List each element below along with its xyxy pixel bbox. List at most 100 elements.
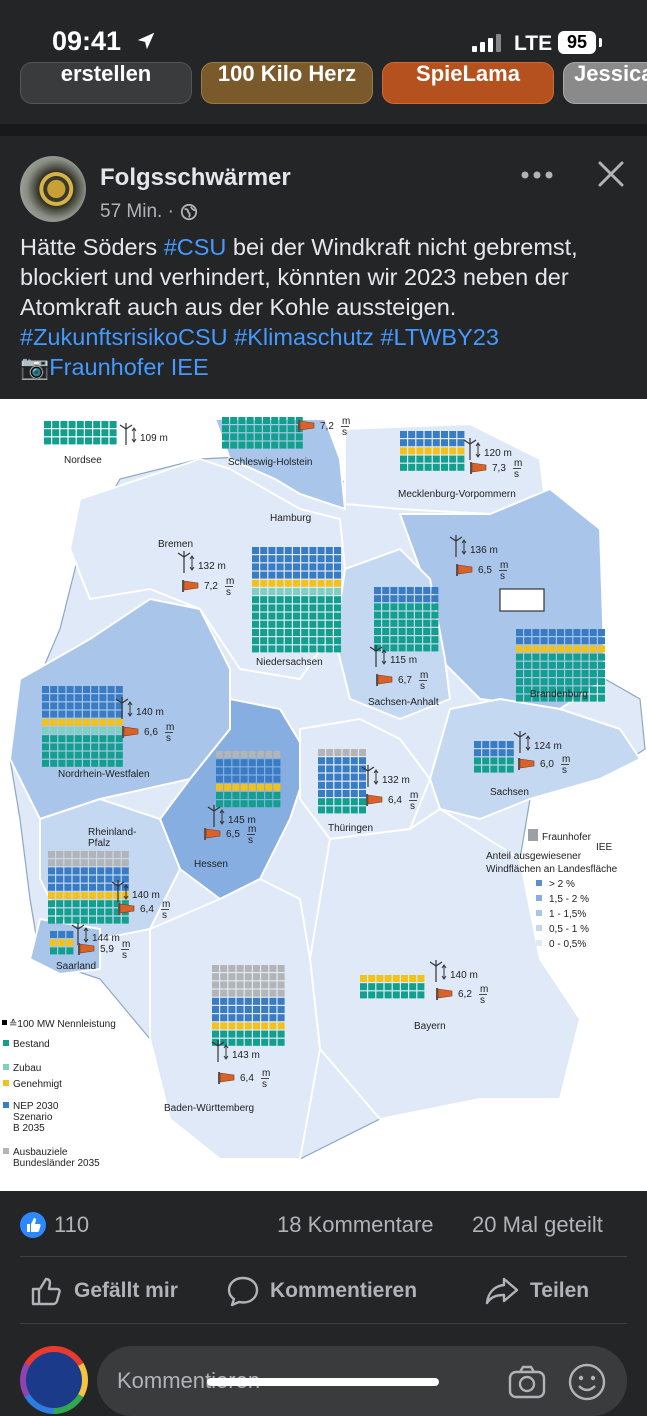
location-arrow-icon <box>137 32 155 50</box>
svg-text:1 - 1,5%: 1 - 1,5% <box>549 909 586 920</box>
region-label-sl: Saarland <box>56 961 96 972</box>
sn-capacity-grid <box>474 741 514 773</box>
svg-text:0 - 0,5%: 0 - 0,5% <box>549 939 586 950</box>
rp-capacity-grid <box>48 851 129 924</box>
hashtag-csu[interactable]: #CSU <box>163 234 227 260</box>
fraunhofer-logo: Fraunhofer IEE <box>528 829 612 853</box>
camera-icon[interactable] <box>507 1364 547 1400</box>
svg-text:6,5: 6,5 <box>478 565 492 576</box>
svg-text:m: m <box>226 576 234 587</box>
share-arrow-icon <box>485 1277 519 1305</box>
svg-text:s: s <box>342 427 347 438</box>
svg-text:7,2: 7,2 <box>320 421 334 432</box>
svg-text:s: s <box>248 835 253 846</box>
wind-speed-sl: 5,9 ms <box>78 939 130 961</box>
st-capacity-grid <box>374 587 439 652</box>
like-count[interactable]: 110 <box>54 1212 90 1237</box>
share-button[interactable]: Teilen <box>484 1276 589 1306</box>
svg-text:132 m: 132 m <box>198 561 226 572</box>
region-label-hamburg: Hamburg <box>270 513 311 524</box>
source-link[interactable]: Fraunhofer IEE <box>49 354 209 380</box>
svg-text:Anteil ausgewiesener: Anteil ausgewiesener <box>486 851 582 862</box>
svg-text:143 m: 143 m <box>232 1050 260 1061</box>
svg-text:m: m <box>562 754 570 765</box>
comment-composer: Kommentieren <box>0 1336 647 1416</box>
hashtag-ltwby23[interactable]: #LTWBY23 <box>380 324 499 350</box>
chip-spielama[interactable]: SpieLama <box>382 62 554 104</box>
state-saarland <box>28 917 101 976</box>
post-image-map[interactable]: Nordsee Schleswig-Holstein Mecklenburg-Vor… <box>0 399 647 1191</box>
svg-text:s: s <box>562 765 567 776</box>
network-type: LTE <box>514 32 553 55</box>
germany-wind-map: Nordsee Schleswig-Holstein Mecklenburg-Vor… <box>0 399 647 1191</box>
svg-text:136 m: 136 m <box>470 545 498 556</box>
svg-text:132 m: 132 m <box>382 775 410 786</box>
share-count[interactable]: 20 Mal geteilt <box>472 1212 603 1237</box>
svg-text:s: s <box>500 571 505 582</box>
chip-erstellen[interactable]: erstellen <box>20 62 192 104</box>
svg-text:124 m: 124 m <box>534 741 562 752</box>
comment-button[interactable]: Kommentieren <box>226 1276 418 1307</box>
wind-speed-th: 6,4 ms <box>366 790 418 812</box>
region-label-mv: Mecklenburg-Vorpommern <box>398 489 516 500</box>
hub-height-st: 115 m <box>369 645 417 667</box>
region-label-by: Bayern <box>414 1021 446 1032</box>
hub-height-he: 145 m <box>207 805 256 827</box>
post-meta: 57 Min. · <box>100 201 198 223</box>
svg-text:m: m <box>262 1068 270 1079</box>
svg-text:m: m <box>410 790 418 801</box>
hub-height-sn: 124 m <box>513 731 562 753</box>
region-label-ni: Niedersachsen <box>256 657 323 668</box>
wind-speed-he: 6,5 ms <box>204 824 256 846</box>
post-text-part2: bei der Windkraft nicht gebremst, blocki… <box>20 234 578 320</box>
region-label-he: Hessen <box>194 859 228 870</box>
svg-text:6,4: 6,4 <box>140 904 154 915</box>
more-options-icon[interactable] <box>520 170 554 180</box>
author-avatar[interactable] <box>20 156 86 222</box>
svg-text:140 m: 140 m <box>132 890 160 901</box>
wind-speed-bw: 6,4 ms <box>218 1068 270 1090</box>
hashtag-zukunftsrisikocsu[interactable]: #ZukunftsrisikoCSU <box>20 324 228 350</box>
comment-count[interactable]: 18 Kommentare <box>277 1212 434 1237</box>
svg-text:120 m: 120 m <box>484 448 512 459</box>
hub-height-bw: 143 m <box>211 1040 260 1062</box>
region-label-rp: Rheinland-Pfalz <box>88 827 136 849</box>
region-label-sn: Sachsen <box>490 787 529 798</box>
thumbs-up-icon <box>31 1277 61 1306</box>
author-name[interactable]: Folgsschwärmer <box>100 164 291 191</box>
hashtag-klimaschutz[interactable]: #Klimaschutz <box>234 324 374 350</box>
svg-text:m: m <box>480 984 488 995</box>
svg-text:m: m <box>514 458 522 469</box>
post-actions: Gefällt mir Kommentieren Teilen <box>0 1258 647 1322</box>
chip-jessica[interactable]: Jessica <box>563 62 647 104</box>
like-reaction-icon[interactable] <box>20 1212 46 1238</box>
user-avatar[interactable] <box>20 1346 88 1414</box>
svg-text:6,4: 6,4 <box>240 1073 254 1084</box>
battery-tip-icon <box>599 38 602 47</box>
camera-icon: 📷 <box>20 354 50 380</box>
sh-capacity-grid <box>222 417 303 449</box>
post-time[interactable]: 57 Min. · <box>100 201 174 222</box>
key-0: Bestand <box>13 1039 50 1050</box>
shortcut-chips: erstellen 100 Kilo Herz SpieLama Jessica <box>0 62 647 106</box>
comment-label: Kommentieren <box>270 1279 418 1302</box>
like-button[interactable]: Gefällt mir <box>30 1276 178 1306</box>
region-label-th: Thüringen <box>328 823 373 834</box>
svg-text:6,7: 6,7 <box>398 675 412 686</box>
bw-capacity-grid <box>212 965 285 1046</box>
svg-text:6,6: 6,6 <box>144 727 158 738</box>
svg-text:m: m <box>166 722 174 733</box>
hub-height-mv: 120 m <box>463 438 512 460</box>
state-schleswig-holstein <box>213 418 347 511</box>
chip-100-kilo-herz[interactable]: 100 Kilo Herz <box>201 62 373 104</box>
emoji-icon[interactable] <box>567 1362 607 1402</box>
clock: 09:41 <box>52 26 122 56</box>
svg-text:115 m: 115 m <box>390 655 417 666</box>
th-capacity-grid <box>318 749 366 814</box>
close-icon[interactable] <box>595 158 627 190</box>
svg-text:144 m: 144 m <box>92 933 120 944</box>
svg-text:s: s <box>410 801 415 812</box>
region-label-sh: Schleswig-Holstein <box>228 457 312 468</box>
map-key: ≙100 MW Nennleistung Bestand Zubau Genehmig… <box>2 1018 116 1169</box>
svg-text:> 2 %: > 2 % <box>549 879 575 890</box>
